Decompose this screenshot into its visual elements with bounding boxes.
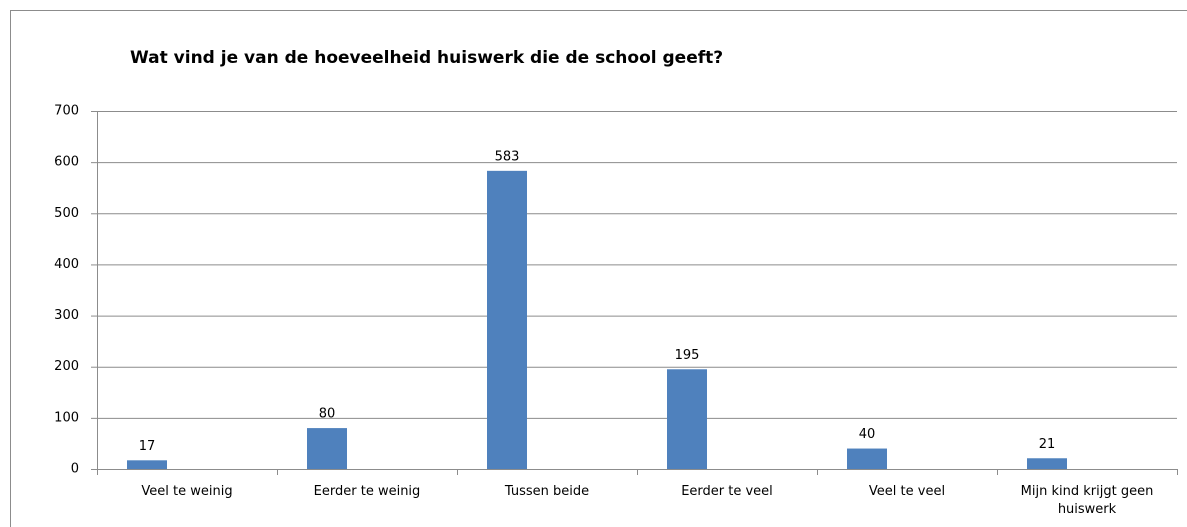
y-tick-label: 200 xyxy=(54,359,79,374)
x-tick-label: Veel te weinig xyxy=(141,484,233,499)
value-label: 21 xyxy=(1039,437,1056,452)
y-tick-label: 700 xyxy=(54,104,79,119)
x-tick-label: Veel te veel xyxy=(868,484,946,499)
y-tick-label: 400 xyxy=(54,257,79,272)
y-tick-label: 500 xyxy=(54,206,79,221)
x-tick-label: Mijn kind krijgt geen huiswerk xyxy=(1020,484,1154,517)
y-tick-label: 300 xyxy=(54,308,79,323)
y-tick-label: 0 xyxy=(71,462,79,477)
bar xyxy=(667,369,707,469)
chart-border xyxy=(10,10,1187,527)
value-label: 40 xyxy=(859,427,876,442)
chart-title: Wat vind je van de hoeveelheid huiswerk … xyxy=(130,48,723,68)
bar xyxy=(487,170,527,469)
value-label: 195 xyxy=(675,348,700,363)
x-tick-label: Eerder te veel xyxy=(681,484,773,499)
bar xyxy=(307,428,347,469)
x-tick-label: Eerder te weinig xyxy=(313,484,421,499)
x-tick-label: Tussen beide xyxy=(504,484,590,499)
y-tick-label: 100 xyxy=(54,410,79,425)
y-tick-label: 600 xyxy=(54,155,79,170)
bar xyxy=(127,460,167,469)
value-label: 583 xyxy=(495,149,520,164)
value-label: 80 xyxy=(319,407,336,422)
bar xyxy=(847,448,887,469)
bar xyxy=(1027,458,1067,469)
value-label: 17 xyxy=(139,439,156,454)
